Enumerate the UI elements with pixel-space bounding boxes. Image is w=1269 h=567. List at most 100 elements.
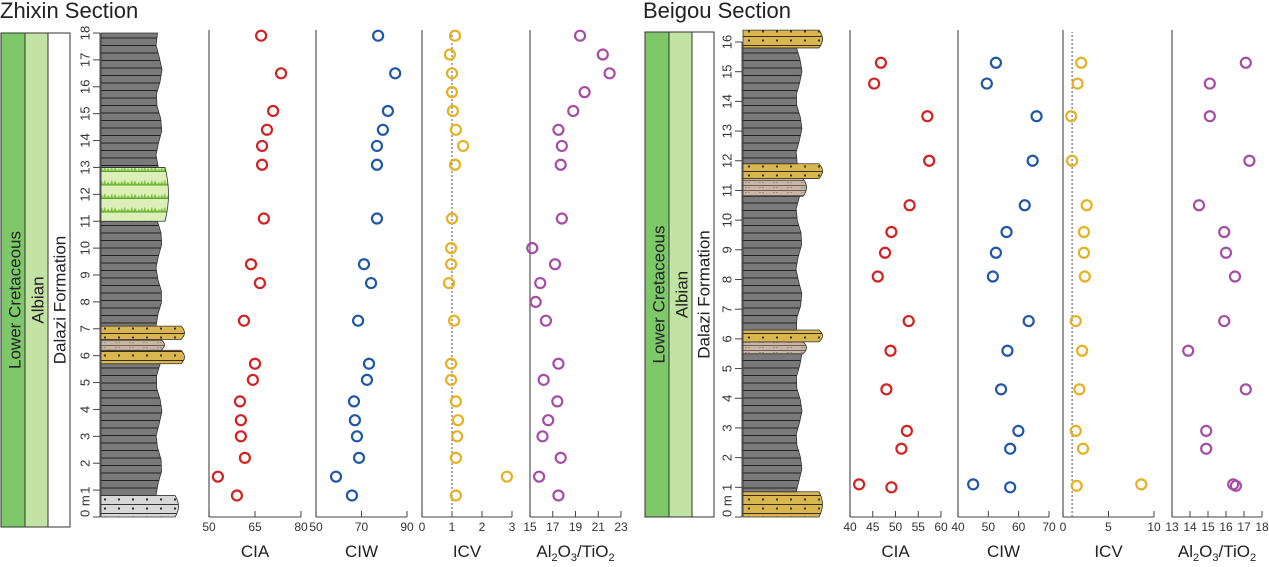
depth-tick-label: 2 — [78, 460, 93, 467]
x-tick-label: 80 — [294, 520, 308, 534]
data-point — [554, 158, 567, 171]
data-point — [852, 478, 866, 491]
data-point — [1239, 383, 1252, 396]
data-point — [1239, 56, 1252, 69]
x-tick-label: 70 — [355, 520, 369, 534]
depth-tick-label: 9 — [78, 271, 93, 278]
x-tick-label: 0 — [1060, 520, 1067, 534]
depth-tick-label: 18 — [78, 26, 93, 40]
section-zhixin: Zhixin Section Lower Cretaceous Albian Dala… — [0, 0, 628, 564]
x-tick-label: 15 — [523, 520, 537, 534]
panel-icv: 0 5 10 ICV — [1060, 30, 1161, 561]
x-tick-label: 5 — [1105, 520, 1112, 534]
depth-tick-label: 2 — [720, 454, 735, 461]
data-point — [923, 154, 936, 167]
data-point — [1218, 314, 1231, 328]
data-point — [903, 199, 916, 212]
data-point — [542, 414, 555, 427]
data-point — [445, 86, 459, 99]
data-point — [244, 258, 258, 271]
data-point — [500, 470, 513, 483]
depth-tick-label: 15 — [78, 106, 93, 120]
x-tick-label: 18 — [1255, 520, 1269, 534]
data-point — [921, 110, 934, 123]
x-tick-label: 21 — [592, 520, 606, 534]
depth-tick-label: 8 — [720, 276, 735, 283]
data-point — [871, 270, 884, 283]
panel-icv: 0 1 2 3 ICV — [419, 29, 516, 561]
data-point — [555, 139, 568, 153]
subscript: 2 — [1250, 552, 1256, 562]
data-point — [603, 67, 616, 80]
data-point — [381, 104, 394, 118]
data-point — [537, 373, 550, 386]
depth-tick-label: 7 — [78, 325, 93, 332]
label-part: Al — [1178, 542, 1193, 561]
data-point — [1203, 77, 1216, 90]
data-point — [534, 276, 547, 290]
data-point — [274, 67, 288, 80]
data-point — [552, 123, 565, 136]
data-point — [989, 246, 1003, 259]
depth-tick-label: 3 — [720, 424, 735, 431]
data-point — [1073, 383, 1086, 396]
label-part: O — [1199, 542, 1212, 561]
data-point — [868, 77, 881, 90]
data-point — [253, 276, 267, 290]
data-point — [532, 470, 546, 483]
data-point — [1022, 314, 1035, 328]
x-tick-label: 55 — [912, 520, 926, 534]
data-point — [1018, 199, 1031, 212]
lithology-sandstone — [100, 325, 185, 340]
panel-cia: 50 65 80 CIA — [202, 29, 308, 561]
depth-tick-label: 1 — [78, 486, 93, 493]
data-point — [443, 48, 456, 61]
depth-tick-label: 6 — [78, 352, 93, 359]
data-point — [526, 242, 539, 255]
data-point — [1080, 199, 1093, 212]
strat-label: Lower Cretaceous — [650, 226, 669, 364]
data-point — [1069, 314, 1082, 328]
lithology-siltstone — [742, 341, 807, 355]
data-point — [448, 158, 462, 171]
depth-tick-label: 17 — [78, 53, 93, 67]
x-axis-label: Al2O3/TiO2 — [1178, 542, 1256, 562]
x-tick-label: 50 — [202, 520, 216, 534]
data-point — [211, 470, 224, 483]
depth-tick-label: 11 — [720, 184, 735, 198]
depth-tick-label: 9 — [720, 246, 735, 253]
data-point — [900, 424, 913, 438]
depth-tick-label: 5 — [78, 379, 93, 386]
data-point — [329, 470, 343, 483]
depth-tick-label: 13 — [720, 124, 735, 138]
strat-label: Dalazi Formation — [51, 236, 70, 365]
x-tick-label: 14 — [1183, 520, 1197, 534]
strat-label: Lower Cretaceous — [6, 231, 25, 369]
data-point — [352, 451, 366, 464]
strat-label: Dalazi Formation — [695, 230, 714, 359]
depth-tick-label: 4 — [78, 406, 93, 413]
lithology-mudstone — [742, 195, 803, 331]
x-tick-label: 13 — [1165, 520, 1179, 534]
data-point — [248, 357, 262, 370]
data-point — [994, 383, 1008, 396]
strat-label: Albian — [29, 276, 48, 323]
depth-tick-label: 14 — [720, 94, 735, 108]
data-point — [449, 395, 462, 408]
data-point — [1065, 154, 1079, 167]
depth-tick-label: 3 — [78, 433, 93, 440]
depth-tick-label: 15 — [720, 64, 735, 78]
data-point — [350, 430, 364, 443]
x-tick-label: 70 — [1042, 520, 1056, 534]
panel-cia: 40 45 50 55 60 CIA — [843, 30, 948, 561]
depth-tick-label: 13 — [78, 160, 93, 174]
x-tick-label: 90 — [400, 520, 414, 534]
data-point — [451, 414, 465, 427]
depth-tick-label: 6 — [720, 335, 735, 342]
depth-tick-label: 11 — [78, 214, 93, 228]
data-point — [449, 451, 462, 464]
x-tick-label: 60 — [1012, 520, 1026, 534]
data-point — [551, 395, 564, 408]
